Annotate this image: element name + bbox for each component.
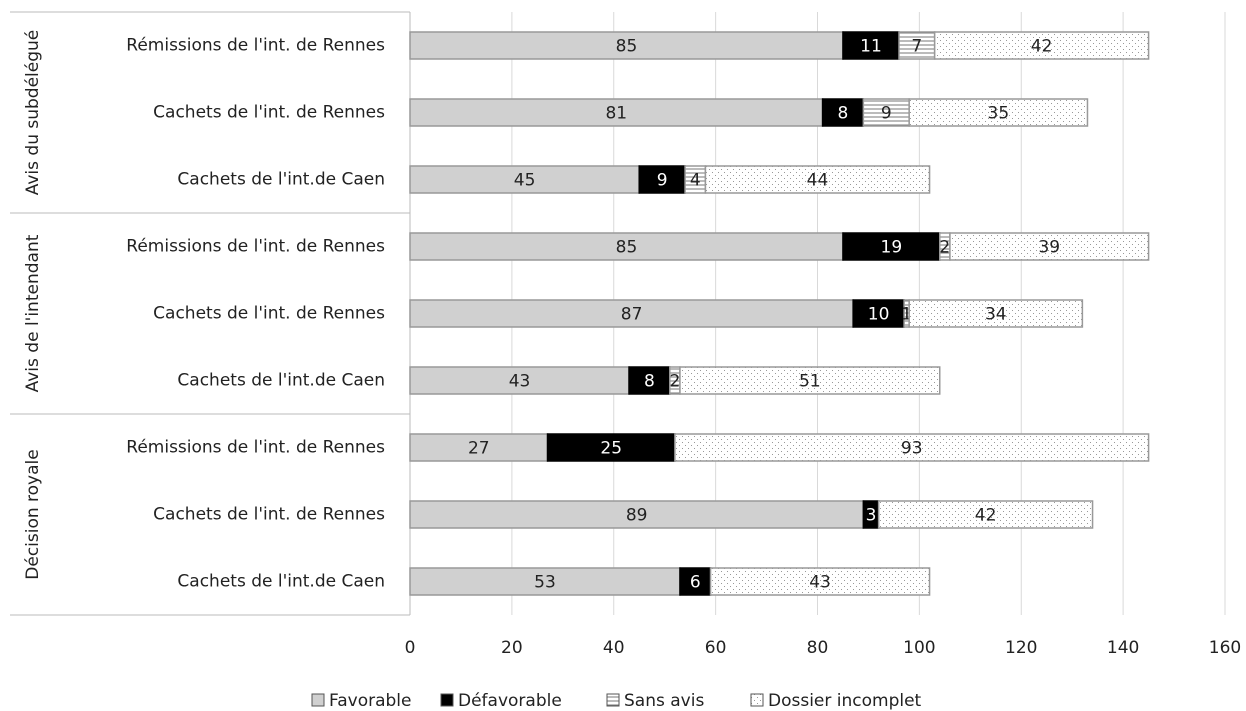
bar-segment bbox=[862, 98, 910, 127]
x-tick-label: 140 bbox=[1107, 638, 1139, 658]
data-label: 8 bbox=[644, 372, 655, 392]
bar-segment bbox=[704, 165, 931, 194]
bar-segment bbox=[409, 567, 681, 596]
data-label: 51 bbox=[799, 372, 821, 392]
x-tick-label: 20 bbox=[501, 638, 523, 658]
x-tick-label: 120 bbox=[1005, 638, 1037, 658]
legend-swatch bbox=[311, 693, 325, 707]
bar-segment bbox=[409, 232, 844, 261]
data-label: 9 bbox=[881, 104, 892, 124]
bar-segment bbox=[409, 98, 824, 127]
legend-label: Sans avis bbox=[624, 691, 704, 711]
legend-swatch bbox=[440, 693, 454, 707]
bar-segment bbox=[409, 433, 549, 462]
data-label: 34 bbox=[985, 305, 1007, 325]
y-tick-label: Rémissions de l'int. de Rennes bbox=[126, 36, 385, 56]
data-label: 89 bbox=[626, 506, 648, 526]
bar-segment bbox=[709, 567, 931, 596]
data-label: 44 bbox=[807, 171, 829, 191]
data-label: 35 bbox=[988, 104, 1010, 124]
legend-swatch bbox=[606, 693, 620, 707]
data-label: 8 bbox=[838, 104, 849, 124]
data-label: 3 bbox=[866, 506, 877, 526]
bar-segment bbox=[679, 366, 941, 395]
bar-segment bbox=[877, 500, 1094, 529]
data-label: 85 bbox=[616, 37, 638, 57]
data-label: 25 bbox=[600, 439, 622, 459]
data-label: 11 bbox=[860, 37, 882, 57]
y-tick-label: Cachets de l'int. de Rennes bbox=[153, 304, 385, 324]
data-label: 1 bbox=[901, 305, 912, 325]
data-label: 27 bbox=[468, 439, 490, 459]
data-label: 6 bbox=[690, 573, 701, 593]
bar-segment bbox=[933, 31, 1150, 60]
data-label: 7 bbox=[911, 37, 922, 57]
group-label: Décision royale bbox=[23, 449, 43, 579]
group-label: Avis du subdélégué bbox=[23, 30, 43, 196]
y-tick-label: Cachets de l'int.de Caen bbox=[177, 170, 385, 190]
bar-segment bbox=[546, 433, 676, 462]
data-label: 93 bbox=[901, 439, 923, 459]
bar-segment bbox=[949, 232, 1150, 261]
legend-label: Favorable bbox=[329, 691, 411, 711]
data-label: 10 bbox=[868, 305, 890, 325]
data-label: 53 bbox=[534, 573, 556, 593]
x-tick-label: 100 bbox=[903, 638, 935, 658]
bar-segment bbox=[842, 232, 941, 261]
x-tick-label: 60 bbox=[705, 638, 727, 658]
group-label: Avis de l'intendant bbox=[23, 234, 43, 392]
bar-segment bbox=[908, 299, 1084, 328]
legend-label: Défavorable bbox=[458, 691, 562, 711]
bar-segment bbox=[908, 98, 1089, 127]
y-tick-label: Cachets de l'int.de Caen bbox=[177, 371, 385, 391]
data-label: 19 bbox=[881, 238, 903, 258]
bar-segment bbox=[674, 433, 1150, 462]
bar-segment bbox=[409, 299, 854, 328]
x-tick-label: 80 bbox=[807, 638, 829, 658]
y-tick-label: Rémissions de l'int. de Rennes bbox=[126, 237, 385, 257]
bar-segment bbox=[852, 299, 905, 328]
data-label: 43 bbox=[809, 573, 831, 593]
legend-swatch bbox=[750, 693, 764, 707]
y-tick-label: Cachets de l'int. de Rennes bbox=[153, 505, 385, 525]
data-label: 42 bbox=[1031, 37, 1053, 57]
bar-segment bbox=[409, 366, 630, 395]
x-tick-label: 0 bbox=[405, 638, 416, 658]
x-tick-label: 160 bbox=[1209, 638, 1241, 658]
data-label: 85 bbox=[616, 238, 638, 258]
x-tick-label: 40 bbox=[603, 638, 625, 658]
data-label: 2 bbox=[669, 372, 680, 392]
data-label: 9 bbox=[657, 171, 668, 191]
data-label: 81 bbox=[605, 104, 627, 124]
y-tick-label: Rémissions de l'int. de Rennes bbox=[126, 438, 385, 458]
data-label: 4 bbox=[690, 171, 701, 191]
bar-segment bbox=[409, 165, 640, 194]
y-tick-label: Cachets de l'int.de Caen bbox=[177, 572, 385, 592]
bar-segment bbox=[842, 31, 900, 60]
bar-segment bbox=[409, 500, 865, 529]
data-label: 87 bbox=[621, 305, 643, 325]
bar-segment bbox=[821, 98, 865, 127]
data-label: 42 bbox=[975, 506, 997, 526]
data-label: 45 bbox=[514, 171, 536, 191]
data-label: 43 bbox=[509, 372, 531, 392]
data-label: 2 bbox=[939, 238, 950, 258]
legend-label: Dossier incomplet bbox=[768, 691, 922, 711]
y-tick-label: Cachets de l'int. de Rennes bbox=[153, 103, 385, 123]
data-label: 39 bbox=[1038, 238, 1060, 258]
bar-segment bbox=[409, 31, 844, 60]
bar-segment bbox=[679, 567, 712, 596]
